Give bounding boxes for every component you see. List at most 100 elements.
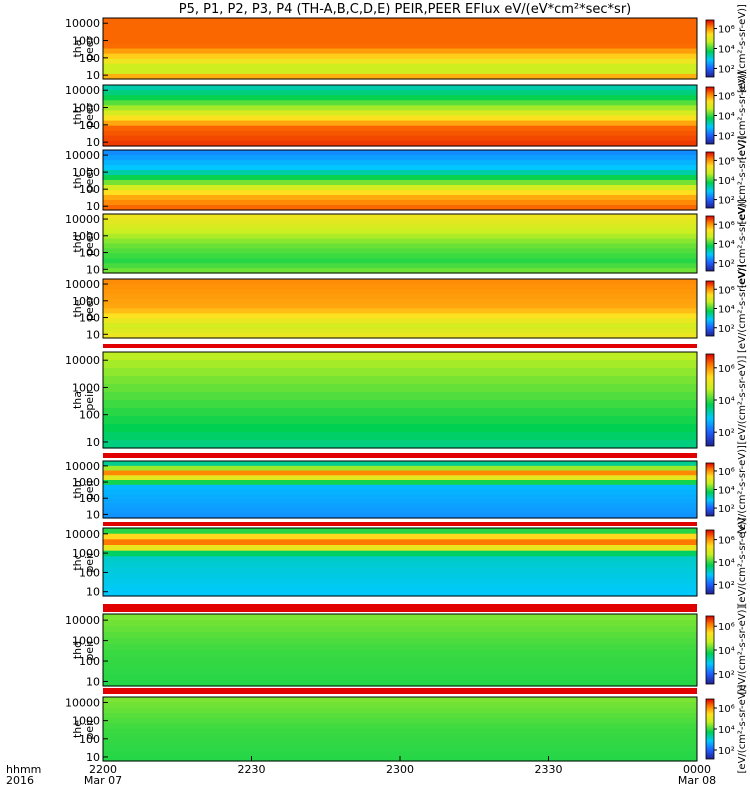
panel-label: thbpeir: [71, 478, 96, 500]
spectrogram-band: [103, 508, 697, 514]
spectrogram-band: [103, 620, 697, 627]
spectrogram-band: [103, 632, 697, 639]
x-tick-label: 2300: [386, 763, 414, 776]
y-tick-label: 100: [79, 312, 100, 325]
spectrogram-band: [103, 424, 697, 433]
year-label: 2016: [6, 774, 34, 787]
spectrogram-band: [103, 268, 697, 274]
spectrogram-band: [103, 475, 697, 481]
spectrogram-band: [103, 432, 697, 441]
y-tick-label: 100: [79, 733, 100, 746]
spectrogram-band: [103, 90, 697, 96]
colorbar-tick-label: 10⁶: [718, 364, 735, 375]
y-tick-label: 10: [86, 586, 100, 599]
y-tick-label: 10000: [65, 614, 100, 627]
colorbar-label: [eV/(cm²-s-sr-eV)]: [737, 445, 748, 534]
y-tick-label: 10000: [65, 696, 100, 709]
spectrogram-band: [103, 713, 697, 719]
colorbar-tick-label: 10²: [718, 131, 735, 142]
y-tick-label: 1000: [72, 715, 100, 728]
spectrogram-band: [103, 644, 697, 651]
spectrogram-band: [103, 318, 697, 324]
y-tick-label: 1000: [72, 381, 100, 394]
spectrogram-band: [103, 584, 697, 591]
panel-label: thapeer: [71, 36, 96, 62]
y-tick-label: 10: [86, 675, 100, 688]
y-tick-label: 10000: [65, 17, 100, 30]
y-tick-label: 10000: [65, 84, 100, 97]
spectrogram-band: [103, 238, 697, 245]
colorbar-tick-label: 10²: [718, 196, 735, 207]
spectrogram-band: [103, 333, 697, 339]
panel-tha-peer: 10 100 1000 10000 thapeer 10² 10⁴ 10⁶ [eV/(cm²-s…: [65, 4, 748, 93]
spectrogram-band: [103, 155, 697, 161]
spectrogram-band: [103, 668, 697, 675]
spectrogram-band: [103, 263, 697, 269]
spectrogram-band: [103, 150, 697, 156]
spectrogram-band: [103, 614, 697, 621]
spectrogram-band: [103, 63, 697, 70]
y-tick-label: 10: [86, 436, 100, 449]
colorbar-tick-label: 10⁶: [718, 622, 735, 633]
y-tick-label: 100: [79, 52, 100, 65]
spectrogram-band: [103, 680, 697, 687]
colorbar-tick-label: 10⁴: [718, 725, 735, 736]
colorbar-tick-label: 10²: [718, 670, 735, 681]
spectrogram-band: [103, 384, 697, 393]
colorbar-label: [eV/(cm²-s-sr-eV)]: [737, 71, 748, 160]
spectrogram-band: [103, 352, 697, 361]
spectrogram-band: [103, 180, 697, 186]
spectrogram-band: [103, 243, 697, 249]
spectrogram-band: [103, 58, 697, 65]
panel-label: thepeer: [71, 296, 96, 322]
spectrogram-band: [103, 550, 697, 557]
spectrogram-band: [103, 734, 697, 741]
panel-thb-peir: 10 100 1000 10000 thbpeir 10² 10⁴ 10⁶ [eV/(cm²-s…: [65, 445, 748, 534]
colorbar-tick-label: 10⁴: [718, 396, 735, 407]
panel-thd-peer: 10 100 1000 10000 thdpeer 10² 10⁴ 10⁶ [eV/(cm²-s…: [65, 199, 748, 288]
spectrogram-band: [103, 95, 697, 101]
panel-the-peer: 10 100 1000 10000 thepeer 10² 10⁴ 10⁶ [eV/(cm²-s…: [65, 264, 748, 353]
spectrogram-band: [103, 195, 697, 201]
y-tick-label: 100: [79, 247, 100, 260]
spectrogram-band: [103, 323, 697, 329]
quality-flag-bar: [103, 453, 697, 458]
x-tick-date: Mar 07: [84, 774, 122, 787]
spectrogram-band: [103, 392, 697, 401]
spectrogram-band: [103, 723, 697, 730]
y-tick-label: 10: [86, 328, 100, 341]
colorbar-tick-label: 10⁴: [718, 45, 735, 56]
colorbar: [705, 615, 715, 685]
y-tick-label: 10000: [65, 278, 100, 291]
y-tick-label: 100: [79, 566, 100, 579]
y-tick-label: 10000: [65, 354, 100, 367]
spectrogram-band: [103, 545, 697, 552]
spectrogram-band: [103, 494, 697, 500]
spectrogram-band: [103, 175, 697, 181]
spectrogram-band: [103, 293, 697, 300]
panel-thd-peir: 10 100 1000 10000 thdpeir 10² 10⁴ 10⁶ [eV/(cm²-s…: [65, 605, 748, 694]
spectrogram-band: [103, 200, 697, 206]
plot-frame: [102, 613, 698, 687]
spectrogram-band: [103, 73, 697, 80]
colorbar-tick-label: 10⁶: [718, 536, 735, 547]
y-tick-label: 10000: [65, 213, 100, 226]
spectrogram-band: [103, 303, 697, 310]
spectrogram-band: [103, 579, 697, 586]
spectrogram-band: [103, 170, 697, 176]
colorbar: [705, 19, 715, 78]
spectrogram-band: [103, 160, 697, 166]
spectrogram-band: [103, 185, 697, 191]
spectrogram-band: [103, 43, 697, 50]
spectrogram-band: [103, 697, 697, 703]
y-tick-label: 1000: [72, 635, 100, 648]
colorbar: [705, 529, 715, 595]
colorbar-label: [eV/(cm²-s-sr-eV)]: [737, 684, 748, 773]
spectrogram-band: [103, 503, 697, 510]
plot-frame: [102, 527, 698, 597]
spectrogram-band: [103, 85, 697, 91]
spectrogram-band: [103, 400, 697, 409]
colorbar-tick-label: 10²: [718, 746, 735, 757]
colorbar-tick-label: 10²: [718, 259, 735, 270]
quality-flag-bar: [103, 344, 697, 348]
